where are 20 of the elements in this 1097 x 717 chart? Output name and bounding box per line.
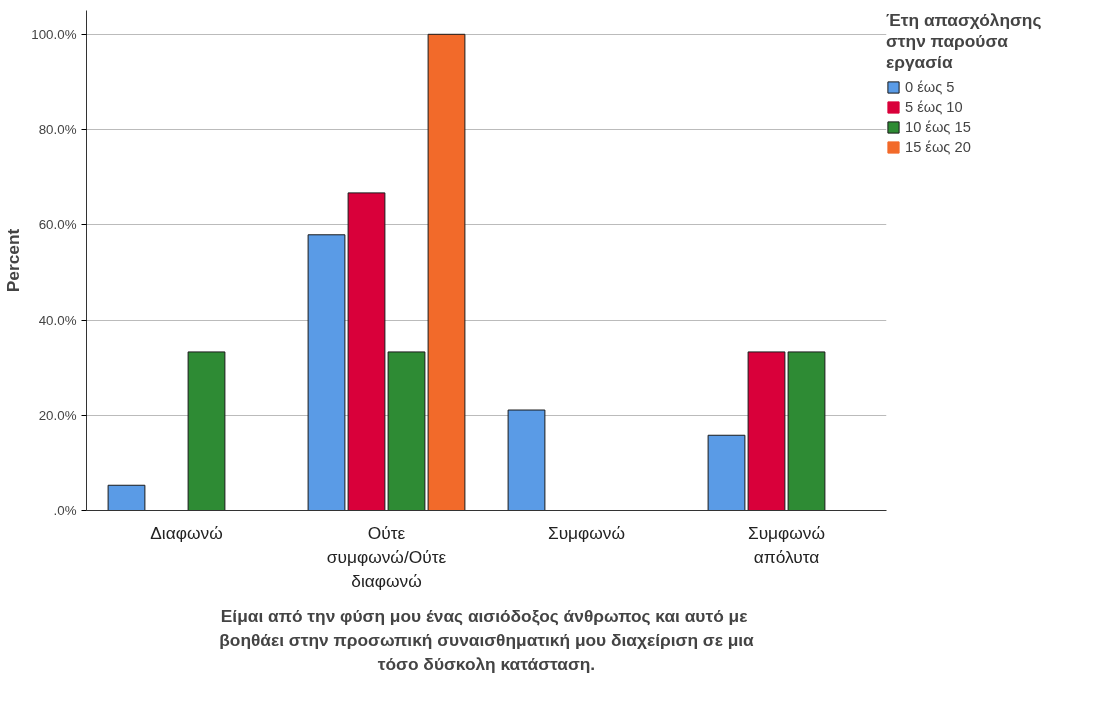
- y-tick-label: 100.0%: [31, 26, 77, 42]
- legend-label: 10 έως 15: [905, 118, 971, 136]
- bar: [187, 351, 226, 511]
- legend-label: 5 έως 10: [905, 98, 963, 116]
- legend-title: Έτη απασχόλησης στην παρούσα εργασία: [886, 10, 1042, 73]
- y-tick-label: 80.0%: [38, 122, 77, 138]
- x-tick-label: Διαφωνώ: [150, 522, 223, 543]
- legend-label: 0 έως 5: [905, 78, 955, 96]
- y-axis-title: Percent: [3, 228, 24, 293]
- x-tick-label: Συμφωνώ: [547, 522, 626, 543]
- bar: [507, 409, 546, 511]
- y-tick-label: 20.0%: [38, 407, 77, 423]
- x-axis-title: Είμαι από την φύση μου ένας αισιόδοξος άνθρωπος και αυτό με βοηθάει στην προσωπική συναισθηματική μου διαχείριση σε μια τόσο δύσκολη κατάσταση.: [219, 605, 755, 674]
- x-tick-label: Συμφωνώ απόλυτα: [747, 522, 826, 567]
- legend-label: 15 έως 20: [905, 138, 971, 156]
- y-tick-label: 40.0%: [38, 312, 77, 328]
- y-tick-label: .0%: [53, 503, 77, 518]
- y-tick-label: 60.0%: [38, 217, 77, 233]
- x-tick-label: Ούτε συμφωνώ/Ούτε διαφωνώ: [326, 522, 447, 591]
- bar: [107, 484, 146, 511]
